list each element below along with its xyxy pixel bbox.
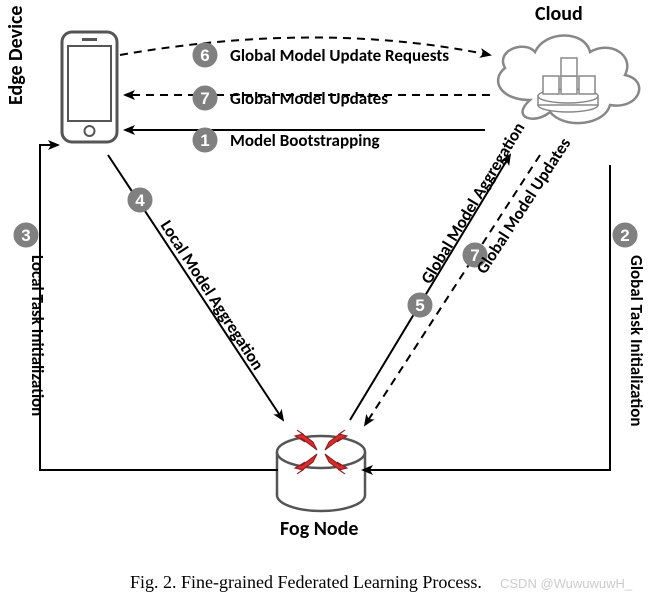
step-label-7: Global Model Updates [230,88,388,109]
fog-node-icon [277,430,365,511]
step-arrow-2 [363,165,610,470]
step-label-2: Global Task Initialization [626,255,647,427]
step-label-4: Local Model Aggregation [156,216,269,374]
step-number-3: 3 [21,226,30,245]
edge-device-icon [62,32,117,142]
step-number-7: 7 [200,89,209,108]
edge-device-label: Edge Device [4,6,28,105]
step-label-3: Local Task Initialization [27,255,48,416]
step-label-7: Global Model Updates [472,134,576,278]
watermark-text: CSDN @WuwuwuwH_ [500,576,633,591]
step-arrow-7 [365,155,540,425]
step-label-6: Global Model Update Requests [230,45,449,66]
step-arrow-3 [40,145,278,470]
figure-caption: Fig. 2. Fine-grained Federated Learning … [130,572,482,592]
diagram-canvas: Cloud Edge Device Fog Node 1 Model Bootst… [0,0,668,602]
step-number-2: 2 [620,226,629,245]
step-number-1: 1 [200,131,209,150]
cloud-label: Cloud [535,2,583,26]
step-number-6: 6 [200,46,209,65]
step-label-1: Model Bootstrapping [230,130,380,151]
step-number-4: 4 [135,191,145,210]
cloud-icon [498,36,639,124]
fog-node-label: Fog Node [280,517,358,541]
step-number-5: 5 [415,296,424,315]
